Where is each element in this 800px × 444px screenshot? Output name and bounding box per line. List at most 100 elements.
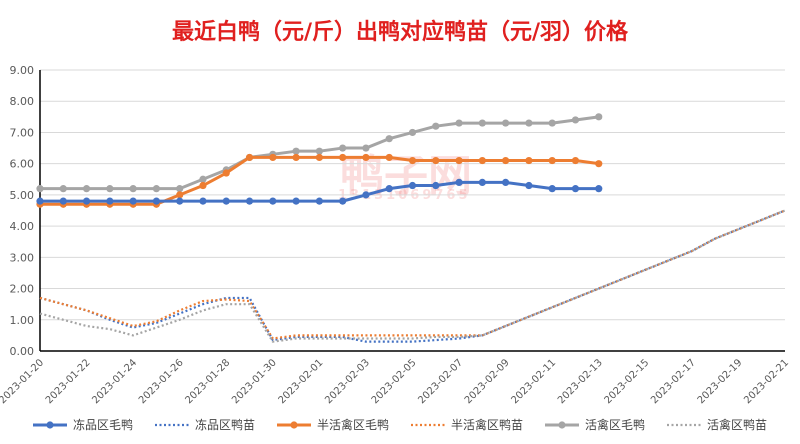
- data-point: [82, 185, 91, 193]
- data-point: [432, 122, 440, 130]
- legend-label: 冻品区鸭苗: [194, 418, 255, 432]
- data-point: [385, 185, 393, 193]
- data-point: [315, 153, 323, 162]
- data-point: [222, 197, 230, 205]
- data-point: [339, 153, 347, 162]
- legend-label: 冻品区毛鸭: [72, 418, 133, 432]
- legend-item: 活禽区毛鸭: [545, 416, 645, 433]
- data-point: [362, 144, 370, 152]
- legend-label: 活禽区鸭苗: [707, 418, 768, 432]
- x-tick-label: 2023-02-03: [323, 357, 372, 406]
- data-point: [595, 185, 603, 193]
- data-point: [525, 181, 533, 190]
- data-point: [478, 119, 486, 127]
- x-tick-label: 2023-02-21: [742, 357, 791, 406]
- data-point: [408, 128, 417, 137]
- y-tick-label: 2.00: [10, 283, 35, 296]
- x-tick-label: 2023-01-22: [44, 357, 93, 406]
- data-point: [36, 185, 44, 193]
- legend-swatch: [545, 420, 580, 429]
- data-point: [548, 119, 556, 127]
- data-point: [571, 116, 580, 124]
- data-point: [455, 178, 463, 186]
- data-point: [59, 185, 67, 193]
- data-point: [129, 185, 137, 193]
- y-tick-label: 4.00: [10, 220, 35, 233]
- data-point: [176, 185, 184, 193]
- data-point: [269, 153, 277, 162]
- data-point: [339, 144, 347, 152]
- x-tick-label: 2023-02-07: [416, 357, 465, 406]
- x-tick-label: 2023-02-19: [696, 357, 745, 406]
- data-point: [152, 185, 161, 193]
- data-point: [548, 185, 556, 193]
- x-tick-label: 2023-01-24: [90, 357, 139, 406]
- series-line-1: [39, 209, 786, 343]
- data-point: [106, 197, 114, 205]
- legend-item: 半活禽区鸭苗: [411, 416, 523, 433]
- data-point: [315, 147, 323, 155]
- data-point: [199, 175, 207, 183]
- data-point: [548, 156, 556, 165]
- x-tick-label: 2023-02-09: [463, 357, 512, 406]
- data-point: [595, 160, 603, 168]
- data-point: [339, 197, 347, 205]
- y-tick-label: 3.00: [10, 251, 35, 264]
- data-point: [455, 156, 463, 165]
- data-point: [59, 197, 67, 205]
- series-line-5: [39, 209, 786, 343]
- y-tick-label: 6.00: [10, 158, 35, 171]
- legend-item: 活禽区鸭苗: [667, 416, 767, 433]
- data-point: [36, 197, 44, 205]
- legend-swatch: [32, 420, 67, 429]
- y-tick-label: 1.00: [10, 314, 35, 327]
- data-point: [571, 156, 580, 165]
- legend-swatch: [276, 420, 311, 429]
- data-point: [408, 181, 417, 190]
- x-tick-label: 2023-01-28: [183, 357, 232, 406]
- y-tick-label: 7.00: [10, 126, 35, 139]
- data-point: [525, 119, 533, 127]
- data-point: [525, 156, 533, 165]
- legend-label: 半活禽区毛鸭: [316, 418, 389, 432]
- data-point: [432, 181, 440, 190]
- x-tick-label: 2023-02-11: [509, 357, 558, 406]
- data-point: [292, 147, 300, 155]
- data-point: [385, 135, 393, 143]
- data-point: [222, 169, 230, 177]
- x-tick-label: 2023-02-15: [603, 357, 652, 406]
- legend-swatch: [411, 423, 445, 426]
- x-tick-label: 2023-01-26: [137, 357, 186, 406]
- data-point: [152, 197, 161, 205]
- data-point: [502, 178, 510, 186]
- legend-label: 活禽区毛鸭: [585, 418, 646, 432]
- legend-item: 冻品区鸭苗: [154, 416, 255, 433]
- data-point: [362, 153, 370, 162]
- data-point: [502, 156, 510, 165]
- y-tick-label: 0.00: [10, 345, 35, 358]
- data-point: [245, 153, 254, 162]
- x-tick-label: 2023-01-30: [230, 357, 279, 406]
- y-tick-label: 9.00: [10, 64, 35, 77]
- legend-swatch: [667, 423, 702, 426]
- data-point: [478, 156, 486, 165]
- legend-item: 半活禽区毛鸭: [276, 416, 389, 433]
- data-point: [129, 197, 137, 205]
- data-point: [199, 197, 207, 205]
- data-point: [176, 197, 184, 205]
- data-point: [106, 185, 114, 193]
- x-tick-label: 2023-02-13: [556, 357, 605, 406]
- legend: 冻品区毛鸭 冻品区鸭苗 半活禽区毛鸭 半活禽区鸭苗 活禽区毛鸭 活禽区鸭苗: [0, 416, 800, 433]
- x-tick-label: 2023-02-05: [370, 357, 419, 406]
- data-point: [292, 197, 300, 205]
- data-point: [176, 191, 184, 199]
- data-point: [245, 197, 254, 205]
- data-point: [269, 197, 277, 205]
- legend-item: 冻品区毛鸭: [32, 416, 133, 433]
- watermark-phone: 13131069765: [338, 188, 471, 203]
- data-point: [455, 119, 463, 127]
- data-point: [82, 197, 91, 205]
- data-point: [432, 156, 440, 165]
- data-point: [362, 191, 370, 199]
